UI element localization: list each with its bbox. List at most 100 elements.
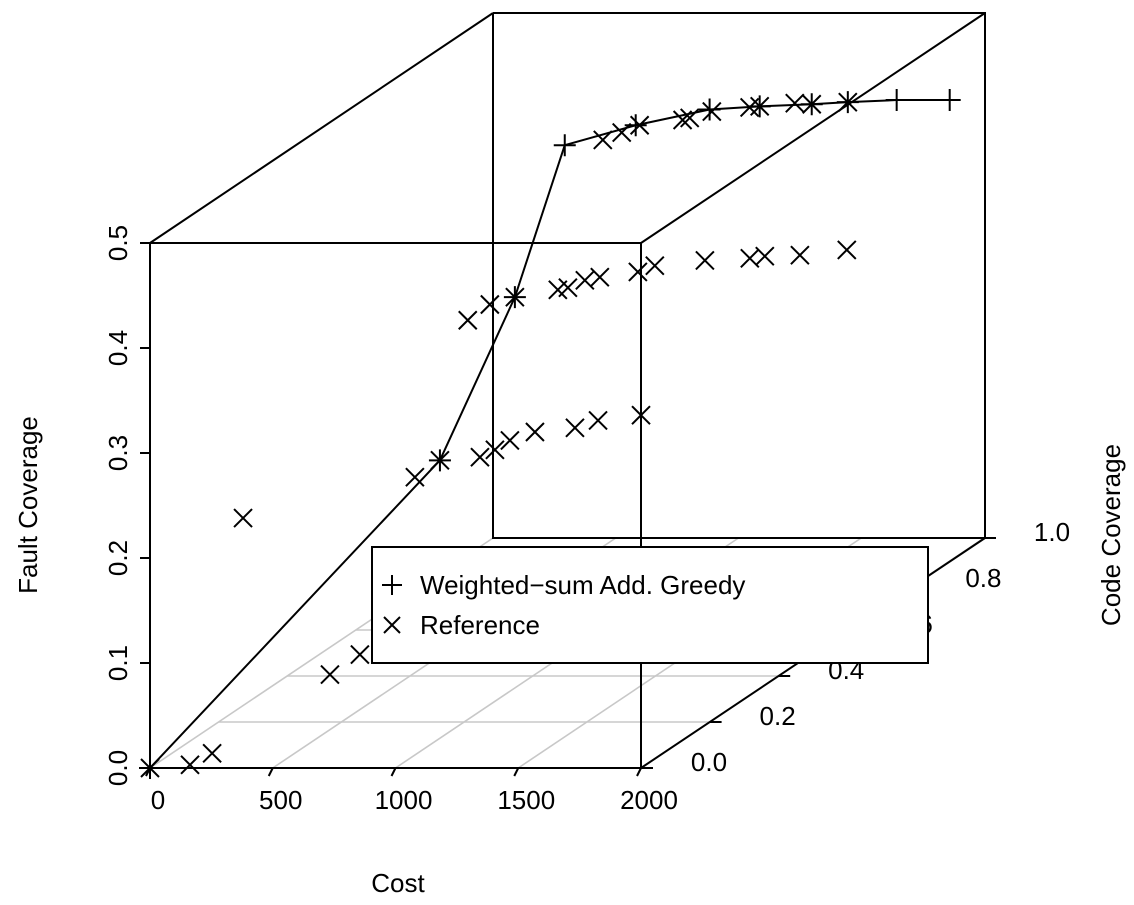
point-glyph — [628, 262, 648, 282]
point-glyph — [680, 108, 700, 128]
point-glyph — [749, 96, 770, 117]
point-glyph — [558, 277, 578, 298]
point — [755, 246, 775, 266]
x-tick — [636, 767, 642, 777]
point-glyph — [938, 89, 961, 112]
point — [631, 405, 651, 425]
point-glyph — [645, 255, 665, 276]
x-tick-label: 500 — [259, 785, 302, 815]
x-tick — [513, 767, 520, 777]
point-glyph — [480, 294, 500, 315]
point-glyph — [672, 110, 693, 130]
z-tick-label: 0.0 — [103, 750, 133, 786]
point — [558, 277, 578, 298]
z-axis-title: Fault Coverage — [13, 416, 43, 594]
legend-box — [371, 546, 929, 664]
point-glyph — [837, 240, 857, 260]
y-tick-label: 0.0 — [691, 747, 727, 777]
point — [837, 240, 857, 260]
point — [885, 89, 908, 112]
y-tick-label: 0.2 — [760, 701, 796, 731]
x-tick-label: 0 — [151, 785, 165, 815]
point — [553, 134, 576, 157]
legend-label: Weighted−sum Add. Greedy — [420, 570, 745, 600]
point-glyph — [695, 250, 715, 271]
point-glyph — [885, 89, 908, 112]
point-glyph — [575, 270, 595, 291]
x-tick — [390, 767, 397, 777]
z-tick-label: 0.5 — [103, 225, 133, 261]
point — [838, 92, 858, 112]
point-glyph — [405, 467, 425, 487]
point-glyph — [790, 245, 810, 265]
point-glyph — [702, 101, 722, 122]
point — [470, 447, 490, 467]
z-tick-label: 0.4 — [103, 330, 133, 366]
point — [525, 422, 545, 442]
legend: Weighted−sum Add. Greedy Reference — [371, 546, 929, 664]
point — [233, 508, 253, 528]
point — [485, 440, 505, 460]
point — [500, 430, 520, 451]
point-glyph — [382, 575, 402, 595]
y-axis-title: Code Coverage — [1096, 444, 1126, 626]
point — [593, 130, 613, 150]
point — [202, 743, 222, 764]
plot-data — [139, 89, 961, 779]
point-glyph — [565, 418, 585, 438]
legend-symbol — [382, 575, 402, 595]
legend-symbol — [383, 616, 401, 634]
point — [749, 96, 770, 117]
point-glyph — [485, 440, 505, 460]
point-glyph — [588, 410, 608, 431]
point — [590, 267, 610, 287]
point — [702, 101, 722, 122]
point — [565, 418, 585, 438]
point-glyph — [180, 755, 200, 775]
point-glyph — [593, 130, 613, 150]
point — [785, 93, 805, 113]
point-glyph — [470, 447, 490, 467]
point-glyph — [785, 93, 805, 113]
point-glyph — [553, 134, 576, 157]
point-glyph — [383, 616, 401, 634]
x-tick — [145, 767, 151, 777]
point-glyph — [458, 310, 478, 330]
point — [458, 310, 478, 330]
point — [680, 108, 700, 128]
axes: 05001000150020000.00.20.40.60.81.00.00.1… — [103, 225, 1070, 815]
y-tick-label: 0.8 — [965, 563, 1001, 593]
point — [180, 755, 200, 775]
point-glyph — [755, 246, 775, 266]
point — [629, 115, 650, 135]
point-glyph — [631, 405, 651, 425]
point-glyph — [202, 743, 222, 764]
point — [575, 270, 595, 291]
point-glyph — [629, 115, 650, 135]
x-axis-title: Cost — [371, 868, 425, 898]
point-glyph — [525, 422, 545, 442]
point — [938, 89, 961, 112]
z-tick-label: 0.3 — [103, 435, 133, 471]
z-tick-label: 0.2 — [103, 540, 133, 576]
point-glyph — [233, 508, 253, 528]
point-glyph — [590, 267, 610, 287]
point-glyph — [500, 430, 520, 451]
point — [645, 255, 665, 276]
point-glyph — [505, 287, 525, 307]
legend-label: Reference — [420, 610, 540, 640]
x-tick-label: 2000 — [620, 785, 678, 815]
point — [672, 110, 693, 130]
point-glyph — [430, 450, 450, 471]
point — [790, 245, 810, 265]
point-glyph — [612, 122, 632, 143]
point — [320, 664, 340, 685]
point — [695, 250, 715, 271]
point — [505, 287, 525, 307]
point — [588, 410, 608, 431]
x-tick-label: 1500 — [497, 785, 555, 815]
point-glyph — [838, 92, 858, 112]
point — [612, 122, 632, 143]
point — [430, 450, 450, 471]
